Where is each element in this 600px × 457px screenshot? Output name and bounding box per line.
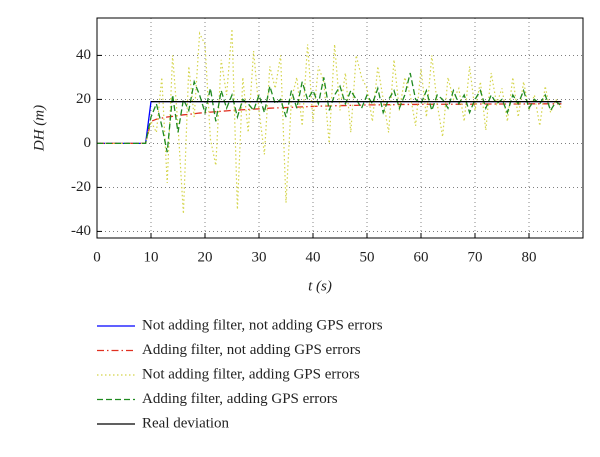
y-tick-label: 40 xyxy=(76,47,91,63)
plot-frame xyxy=(96,17,584,239)
legend-label: Not adding filter, not adding GPS errors xyxy=(142,317,383,333)
x-axis-label: t (s) xyxy=(308,278,332,294)
x-tick-label: 10 xyxy=(144,249,159,265)
y-axis-label: DH (m) xyxy=(31,105,47,152)
y-tick-label: -20 xyxy=(71,179,91,195)
x-tick-label: 20 xyxy=(198,249,213,265)
x-tick-label: 80 xyxy=(522,249,537,265)
x-tick-label: 40 xyxy=(306,249,321,265)
x-tick-label: 70 xyxy=(468,249,483,265)
legend-label: Not adding filter, adding GPS errors xyxy=(142,366,360,382)
x-tick-label: 0 xyxy=(93,249,101,265)
y-tick-label: -40 xyxy=(71,223,91,239)
series-line xyxy=(97,72,562,153)
y-tick-label: 20 xyxy=(76,91,91,107)
y-tick-label: 0 xyxy=(84,135,92,151)
legend-label: Adding filter, not adding GPS errors xyxy=(142,342,361,358)
legend-label: Real deviation xyxy=(142,415,230,431)
x-tick-label: 60 xyxy=(414,249,429,265)
legend-label: Adding filter, adding GPS errors xyxy=(142,391,338,407)
x-tick-label: 30 xyxy=(252,249,267,265)
x-tick-label: 50 xyxy=(360,249,375,265)
series-line xyxy=(97,103,562,145)
